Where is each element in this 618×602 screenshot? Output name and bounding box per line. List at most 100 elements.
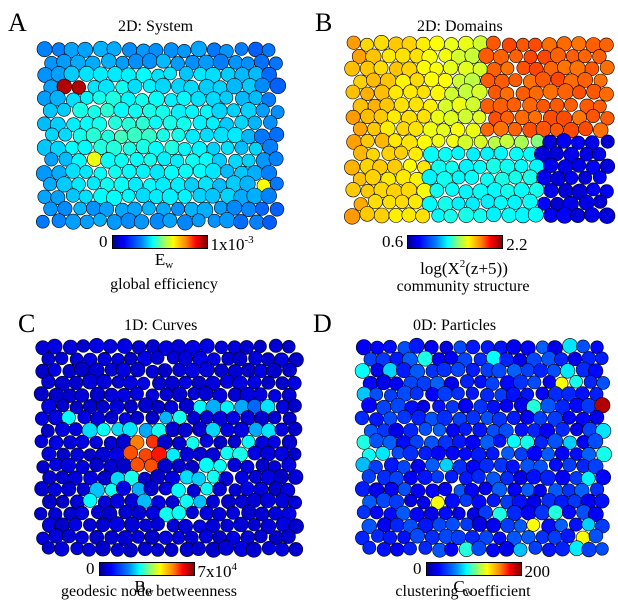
panel-description: global efficiency [110, 276, 218, 293]
particle [353, 145, 369, 161]
particle [431, 134, 446, 148]
particle [185, 104, 200, 119]
panel-letter: D [313, 309, 332, 338]
particle [509, 146, 524, 162]
particle [492, 434, 507, 448]
particle [387, 159, 403, 175]
particle [170, 482, 186, 498]
particle [187, 386, 201, 401]
particle [528, 37, 543, 52]
particle [99, 201, 115, 217]
particle [408, 96, 424, 112]
particle [150, 516, 165, 532]
particle [549, 97, 565, 113]
particle [155, 53, 171, 69]
particle [498, 423, 514, 439]
particle [423, 98, 438, 114]
particle [599, 60, 615, 75]
particle [554, 541, 571, 557]
particle [451, 386, 465, 401]
particle [288, 542, 304, 557]
particle [473, 134, 488, 149]
particle [542, 375, 557, 389]
particle [172, 410, 188, 425]
particle [116, 338, 133, 354]
particle [354, 410, 370, 426]
particle [445, 182, 460, 197]
panel-title: 1D: Curves [124, 317, 198, 334]
particle [480, 122, 495, 137]
particle [506, 339, 522, 355]
particle [247, 375, 262, 390]
particle [177, 142, 192, 156]
particle [226, 103, 241, 118]
particle [42, 494, 58, 510]
particle [436, 361, 452, 378]
particle [159, 387, 174, 402]
particle [287, 421, 303, 437]
particle [71, 80, 87, 95]
particle [77, 410, 92, 425]
particle [430, 470, 445, 484]
particle [394, 145, 408, 160]
particle [486, 543, 501, 558]
particle [485, 35, 501, 51]
particle [493, 531, 507, 545]
particle [403, 541, 417, 556]
particle [205, 116, 220, 131]
particle [33, 386, 49, 402]
particle [130, 362, 146, 378]
particle [366, 72, 381, 88]
particle [234, 140, 249, 155]
particle [171, 386, 188, 403]
particle [408, 337, 425, 354]
particle [135, 187, 151, 204]
particle [439, 458, 454, 473]
particle [253, 387, 268, 402]
particle [78, 65, 95, 82]
particle [260, 187, 277, 204]
particle [200, 482, 214, 496]
particle [247, 445, 262, 461]
particle [171, 201, 185, 216]
particle [219, 90, 234, 105]
particle [212, 481, 227, 497]
particle [478, 47, 495, 64]
particle [261, 541, 277, 556]
particle [165, 495, 180, 509]
particle [429, 183, 445, 198]
particle [369, 505, 384, 520]
particle [395, 47, 411, 64]
particle [163, 66, 177, 81]
particle [571, 36, 587, 52]
particle [554, 469, 571, 486]
particle [460, 374, 475, 389]
particle [458, 206, 475, 223]
particle [397, 409, 412, 425]
particle [262, 215, 277, 230]
particle [391, 446, 405, 460]
particle [458, 184, 474, 200]
particle [155, 104, 171, 120]
particle [562, 457, 577, 473]
particle [361, 518, 377, 535]
particle [516, 37, 530, 52]
particle [124, 516, 141, 533]
particle [109, 493, 125, 509]
particle [186, 436, 200, 450]
particle [199, 338, 215, 354]
particle [444, 469, 459, 484]
particle [485, 446, 500, 461]
particle [241, 153, 256, 168]
particle [114, 153, 129, 168]
particle [345, 84, 361, 100]
particle [542, 542, 557, 557]
particle [500, 517, 516, 533]
particle [376, 542, 392, 557]
particle [280, 528, 296, 544]
particle [356, 505, 371, 520]
particle [430, 445, 446, 461]
particle [451, 170, 466, 185]
particle [219, 374, 235, 389]
particle [232, 351, 248, 367]
